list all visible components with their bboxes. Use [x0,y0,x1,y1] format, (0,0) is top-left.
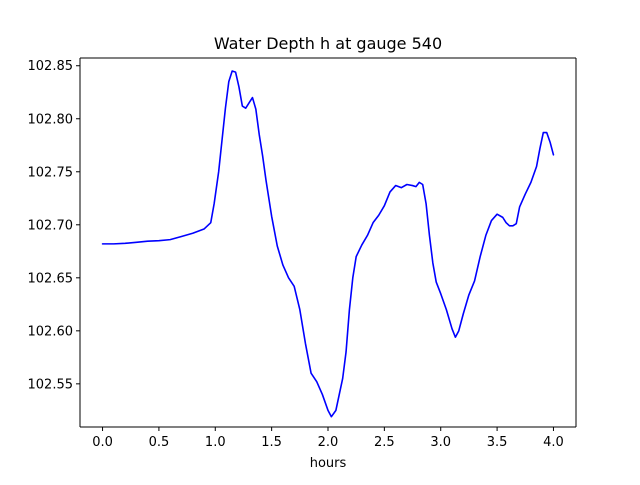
x-tick-label: 3.0 [430,435,451,450]
x-tick-label: 4.0 [543,435,564,450]
y-tick-label: 102.55 [28,377,74,392]
x-tick-label: 3.5 [487,435,508,450]
x-tick-label: 0.5 [149,435,170,450]
plot-area [101,70,555,418]
y-tick-label: 102.60 [28,324,74,339]
y-tick-label: 102.65 [28,271,74,286]
x-tick-label: 2.5 [374,435,395,450]
y-tick-label: 102.75 [28,165,74,180]
axes: 0.0 0.5 1.0 1.5 2.0 2.5 3.0 3.5 4.0 102.55 102.60 1… [28,57,577,450]
x-tick-label: 1.5 [261,435,282,450]
x-tick-label: 0.0 [92,435,113,450]
y-tick-label: 102.70 [28,218,74,233]
y-tick-label: 102.80 [28,112,74,127]
x-tick-label: 1.0 [205,435,226,450]
chart-title: Water Depth h at gauge 540 [214,34,442,53]
series-line-0 [101,70,555,418]
x-axis-label: hours [310,456,347,471]
y-tick-label: 102.85 [28,59,74,74]
x-tick-label: 2.0 [318,435,339,450]
